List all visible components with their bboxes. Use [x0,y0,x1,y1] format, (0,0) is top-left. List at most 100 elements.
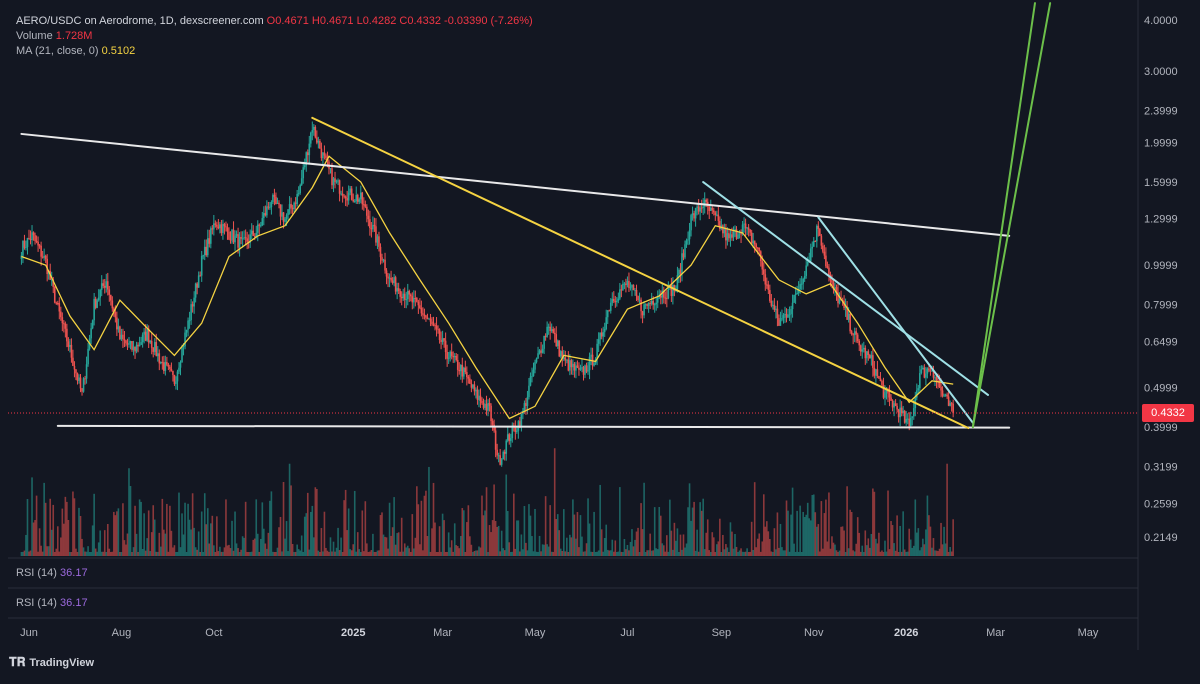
volume-bar [541,544,544,556]
volume-bar [350,550,353,556]
candle-body [223,224,226,227]
volume-bar [363,551,365,556]
volume-bar [529,515,532,556]
volume-bar [631,529,633,556]
candle-body [138,344,141,347]
candle-body [756,247,759,249]
legend-volume-row: Volume 1.728M [16,29,533,44]
volume-bar [728,551,730,556]
volume-bar [532,551,535,556]
candle-body [825,255,827,267]
volume-bar [658,506,661,556]
candle-body [856,334,859,341]
candle-body [379,246,382,258]
volume-bar [482,515,485,556]
candle-body [60,311,62,318]
volume-bar [641,529,644,556]
volume-bar [912,545,915,556]
candle-body [273,194,276,197]
tradingview-brand[interactable]: 𝐓𝐑 TradingView [9,655,94,670]
rsi-pane-2-label[interactable]: RSI (14) 36.17 [16,597,88,609]
candle-body [434,324,436,326]
candle-body [491,421,494,425]
volume-bar [311,505,314,556]
volume-bar [308,549,311,556]
candle-body [409,294,412,297]
candle-body [332,178,335,186]
candle-body [614,301,617,303]
candle-body [600,332,603,337]
volume-bar [822,548,824,556]
trend-line-cyan-2 [817,216,974,424]
volume-bar [190,529,192,556]
volume-bar [890,521,892,556]
volume-bar [391,527,394,556]
candle-body [496,449,498,456]
trend-line-white-support [56,424,1011,429]
volume-bar [556,514,559,556]
candle-body [609,302,612,311]
candle-body [912,408,915,417]
volume-bar [303,516,306,556]
volume-bar [775,549,777,556]
candle-body [785,313,788,318]
volume-bar [408,548,411,556]
volume-bar [747,551,750,556]
volume-bar [614,540,617,556]
candle-body [197,275,200,288]
volume-bar [791,487,794,556]
candle-body [367,215,370,220]
candle-body [484,403,486,408]
candle-body [511,425,514,439]
volume-bar [409,551,412,556]
candle-body [231,229,233,240]
volume-bar [334,551,336,556]
candles [20,121,954,467]
candle-body [163,362,165,371]
volume-bar [563,509,565,556]
volume-bar [361,510,364,556]
volume-bar [473,551,476,556]
candle-body [102,283,105,286]
volume-bar [579,515,582,556]
volume-bar [255,499,258,556]
candle-body [123,339,126,341]
candle-body [447,357,450,359]
candle-body [588,356,591,371]
candle-body [605,317,608,330]
tradingview-logo-icon: 𝐓𝐑 [9,655,26,669]
volume-label[interactable]: Volume [16,30,53,42]
candle-body [908,418,911,427]
candle-body [432,324,435,326]
trend-line-white-descending [20,132,1011,237]
candle-body [526,397,529,406]
candle-body [372,224,374,230]
candle-body [534,362,536,370]
ma-label[interactable]: MA (21, close, 0) [16,45,99,57]
volume-bar [753,482,756,556]
volume-bar [369,551,371,556]
candle-body [250,230,253,235]
volume-bar [173,545,176,556]
volume-bar [49,498,52,556]
volume-bar [191,493,194,556]
volume-bar [929,526,932,556]
candle-body [791,302,794,310]
volume-bar [102,551,105,556]
volume-bar [297,549,300,556]
volume-bar [567,551,570,556]
symbol-title[interactable]: AERO/USDC on Aerodrome, 1D, dexscreener.… [16,15,264,27]
rsi-pane-1-label[interactable]: RSI (14) 36.17 [16,567,88,579]
volume-bar [58,551,61,556]
volume-bar [697,551,700,556]
volume-bar [506,510,509,556]
candle-body [812,241,815,247]
volume-bar [60,537,62,556]
candle-body [853,331,856,336]
volume-bar [519,551,521,556]
volume-bar [144,550,147,556]
candle-body [93,298,95,321]
price-tick-label: 0.7999 [1144,300,1178,312]
